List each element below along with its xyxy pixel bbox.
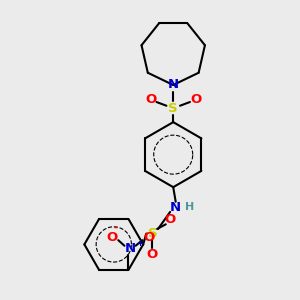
Text: O: O: [106, 231, 118, 244]
Text: O: O: [145, 93, 157, 106]
Text: S: S: [168, 102, 178, 115]
Text: N: N: [168, 79, 179, 92]
Text: +: +: [136, 239, 143, 248]
Text: H: H: [185, 202, 194, 212]
Text: N: N: [124, 242, 136, 255]
Text: O: O: [143, 231, 154, 244]
Text: O: O: [147, 248, 158, 261]
Text: O: O: [190, 93, 201, 106]
Text: N: N: [170, 201, 181, 214]
Text: O: O: [165, 213, 176, 226]
Text: -: -: [114, 223, 118, 233]
Text: S: S: [148, 227, 157, 240]
